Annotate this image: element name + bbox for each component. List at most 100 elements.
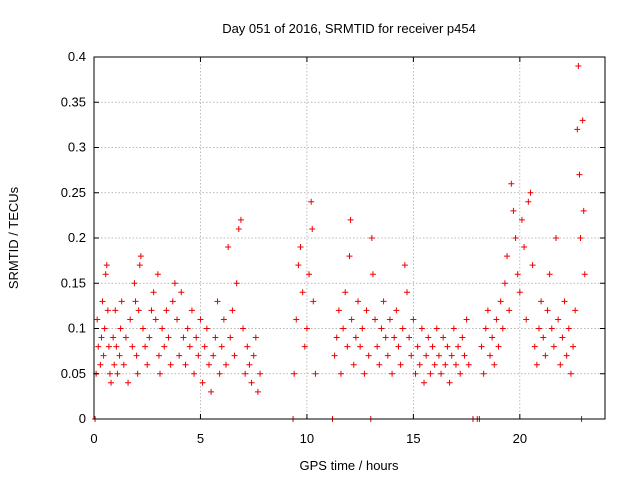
data-point <box>235 225 242 232</box>
data-point <box>155 352 162 359</box>
data-point <box>531 343 538 350</box>
data-point <box>104 307 111 314</box>
data-point <box>159 325 166 332</box>
data-point <box>134 370 141 377</box>
data-point <box>340 325 347 332</box>
data-point <box>559 334 566 341</box>
data-point <box>244 343 251 350</box>
data-point <box>482 325 489 332</box>
data-point <box>203 325 210 332</box>
y-tick-label: 0.4 <box>68 49 86 64</box>
data-point <box>146 334 153 341</box>
data-point <box>425 334 432 341</box>
data-point <box>112 307 119 314</box>
data-point <box>101 325 108 332</box>
data-point <box>429 343 436 350</box>
data-point <box>312 370 319 377</box>
data-point <box>493 316 500 323</box>
x-tick-label: 10 <box>300 431 314 446</box>
data-point <box>95 343 102 350</box>
data-point <box>452 361 459 368</box>
data-point <box>363 307 370 314</box>
data-point <box>533 361 540 368</box>
data-point <box>401 262 408 269</box>
data-point <box>309 225 316 232</box>
data-point <box>523 316 530 323</box>
data-point <box>252 334 259 341</box>
data-point <box>108 379 115 386</box>
data-point <box>346 253 353 260</box>
data-point <box>174 316 181 323</box>
data-point <box>382 334 389 341</box>
data-point <box>100 352 107 359</box>
data-point <box>418 325 425 332</box>
data-point <box>550 343 557 350</box>
chart-title: Day 051 of 2016, SRMTID for receiver p45… <box>222 21 476 36</box>
data-point <box>529 262 536 269</box>
data-point <box>457 370 464 377</box>
data-point <box>163 307 170 314</box>
data-point <box>132 298 139 305</box>
data-point <box>575 63 582 70</box>
data-point <box>122 334 129 341</box>
data-point <box>201 343 208 350</box>
data-point <box>117 325 124 332</box>
y-tick-label: 0.15 <box>61 275 86 290</box>
data-point <box>342 289 349 296</box>
data-point <box>240 325 247 332</box>
data-point <box>197 316 204 323</box>
data-point <box>99 298 106 305</box>
x-tick-label: 5 <box>197 431 204 446</box>
data-point <box>576 171 583 178</box>
data-point <box>291 370 298 377</box>
y-tick-label: 0.2 <box>68 230 86 245</box>
data-point <box>178 289 185 296</box>
data-point <box>544 307 551 314</box>
data-point <box>246 361 253 368</box>
data-point <box>135 307 142 314</box>
data-point <box>303 325 310 332</box>
data-point <box>504 253 511 260</box>
data-point <box>433 325 440 332</box>
y-tick-label: 0 <box>79 411 86 426</box>
data-point <box>103 262 110 269</box>
data-point <box>137 253 144 260</box>
data-point <box>527 189 534 196</box>
data-point <box>399 325 406 332</box>
data-point <box>378 325 385 332</box>
data-point <box>518 216 525 223</box>
data-point <box>152 316 159 323</box>
data-point <box>386 316 393 323</box>
data-point <box>94 316 101 323</box>
data-point <box>310 298 317 305</box>
data-point <box>150 289 157 296</box>
data-point <box>365 352 372 359</box>
data-point <box>214 298 221 305</box>
data-point <box>565 325 572 332</box>
data-point <box>412 370 419 377</box>
data-point <box>512 235 519 241</box>
data-point <box>484 307 491 314</box>
data-point <box>570 343 577 350</box>
data-point <box>297 244 304 251</box>
data-point <box>510 207 517 214</box>
data-point <box>337 370 344 377</box>
data-point <box>514 271 521 278</box>
data-point <box>384 352 391 359</box>
y-tick-label: 0.1 <box>68 321 86 336</box>
data-point <box>142 343 149 350</box>
data-point <box>344 343 351 350</box>
y-tick-label: 0.25 <box>61 185 86 200</box>
data-point <box>176 352 183 359</box>
data-point <box>359 325 366 332</box>
data-point <box>184 325 191 332</box>
data-point <box>306 271 313 278</box>
data-point <box>210 352 217 359</box>
data-point <box>410 316 417 323</box>
data-point <box>567 370 574 377</box>
data-point <box>355 298 362 305</box>
data-point <box>157 370 164 377</box>
x-tick-label: 0 <box>90 431 97 446</box>
data-point <box>548 325 555 332</box>
